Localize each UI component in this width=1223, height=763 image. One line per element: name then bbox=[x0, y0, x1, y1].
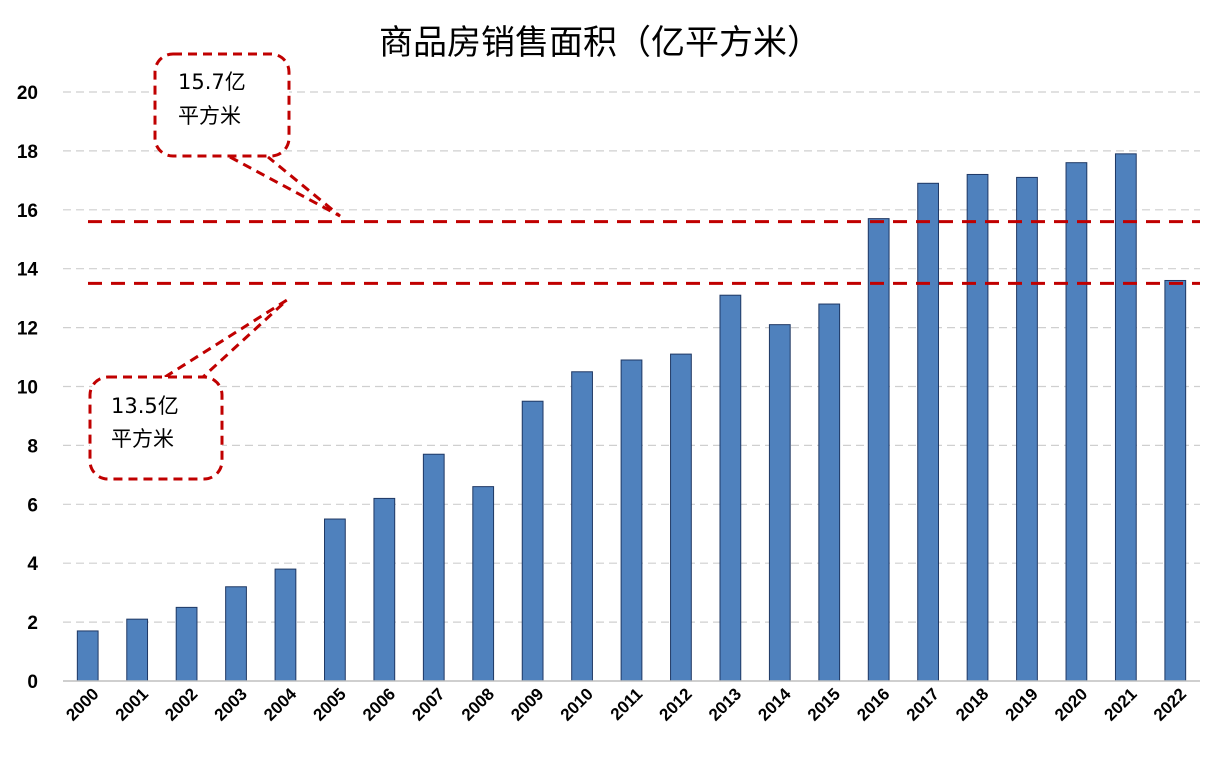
x-tick-label: 2012 bbox=[656, 684, 696, 724]
reference-lines bbox=[88, 220, 1200, 285]
bar-2022 bbox=[1164, 279, 1187, 682]
callout-lower-line2: 平方米 bbox=[111, 427, 174, 451]
x-tick-label: 2002 bbox=[161, 684, 201, 724]
x-tick-label: 2014 bbox=[754, 684, 795, 725]
x-tick-label: 2000 bbox=[62, 684, 102, 724]
bar-2021 bbox=[1114, 153, 1137, 682]
bar-2008 bbox=[472, 486, 495, 682]
bar-2003 bbox=[225, 586, 247, 682]
x-tick-label: 2005 bbox=[310, 684, 350, 724]
bar-2019 bbox=[1016, 176, 1038, 682]
bar-2002 bbox=[175, 606, 198, 682]
bar-2012 bbox=[670, 353, 692, 682]
x-tick-label: 2004 bbox=[260, 684, 301, 725]
bar-2017 bbox=[917, 182, 939, 682]
y-tick-label: 12 bbox=[17, 319, 38, 340]
chart-title: 商品房销售面积（亿平方米） bbox=[379, 23, 821, 63]
bar-2013 bbox=[719, 294, 742, 682]
callout-lower-pointer bbox=[164, 298, 289, 379]
bar-2010 bbox=[571, 371, 593, 682]
callout-lower-box bbox=[88, 375, 224, 481]
bar-2004 bbox=[274, 568, 297, 682]
x-axis-ticks: 2000 2001 2002 2003 2004 2005 2006 2007 2008 2009… bbox=[62, 684, 1190, 725]
bar-2007 bbox=[422, 453, 445, 682]
y-tick-label: 6 bbox=[27, 495, 38, 516]
x-tick-label: 2020 bbox=[1051, 684, 1091, 724]
callout-lower: 13.5亿 平方米 bbox=[88, 298, 289, 481]
bar-2009 bbox=[521, 400, 544, 682]
x-tick-label: 2022 bbox=[1150, 684, 1190, 724]
bar-2000 bbox=[76, 630, 99, 682]
y-tick-label: 0 bbox=[27, 672, 38, 693]
x-tick-label: 2021 bbox=[1100, 684, 1140, 724]
y-tick-label: 18 bbox=[17, 142, 38, 163]
x-tick-label: 2011 bbox=[607, 684, 647, 724]
callout-upper-line1: 15.7亿 bbox=[178, 70, 246, 94]
bar-2005 bbox=[324, 518, 346, 682]
x-tick-label: 2008 bbox=[458, 684, 498, 724]
callout-lower-line1: 13.5亿 bbox=[111, 394, 179, 418]
y-tick-label: 16 bbox=[17, 201, 38, 222]
bar-series bbox=[76, 153, 1187, 682]
y-tick-label: 10 bbox=[17, 378, 38, 399]
bar-2015 bbox=[818, 303, 841, 682]
bar-2014 bbox=[768, 324, 791, 682]
x-tick-label: 2015 bbox=[804, 684, 844, 724]
y-tick-label: 14 bbox=[17, 260, 39, 281]
y-tick-label: 8 bbox=[27, 436, 38, 457]
x-tick-label: 2013 bbox=[705, 684, 745, 724]
bar-2018 bbox=[966, 173, 989, 682]
callout-upper: 15.7亿 平方米 bbox=[153, 52, 341, 218]
bar-2001 bbox=[126, 618, 149, 682]
bar-2020 bbox=[1065, 162, 1088, 682]
x-tick-label: 2001 bbox=[112, 684, 152, 724]
x-tick-label: 2003 bbox=[211, 684, 251, 724]
x-tick-label: 2019 bbox=[1002, 684, 1042, 724]
x-tick-label: 2009 bbox=[507, 684, 547, 724]
x-tick-label: 2007 bbox=[408, 684, 448, 724]
y-tick-label: 20 bbox=[17, 83, 38, 104]
bar-2011 bbox=[620, 359, 643, 682]
x-tick-label: 2018 bbox=[952, 684, 992, 724]
x-tick-label: 2016 bbox=[853, 684, 893, 724]
x-tick-label: 2017 bbox=[903, 684, 943, 724]
bar-2016 bbox=[867, 218, 890, 682]
y-tick-label: 4 bbox=[27, 554, 38, 575]
x-tick-label: 2006 bbox=[359, 684, 399, 724]
callout-upper-pointer bbox=[229, 155, 341, 218]
callout-upper-line2: 平方米 bbox=[178, 104, 241, 128]
bar-2006 bbox=[373, 497, 396, 682]
callout-upper-box bbox=[153, 52, 291, 158]
x-tick-label: 2010 bbox=[557, 684, 597, 724]
y-tick-label: 2 bbox=[27, 613, 38, 634]
y-axis-ticks: 0 2 4 6 8 10 12 14 16 18 20 bbox=[17, 83, 39, 693]
